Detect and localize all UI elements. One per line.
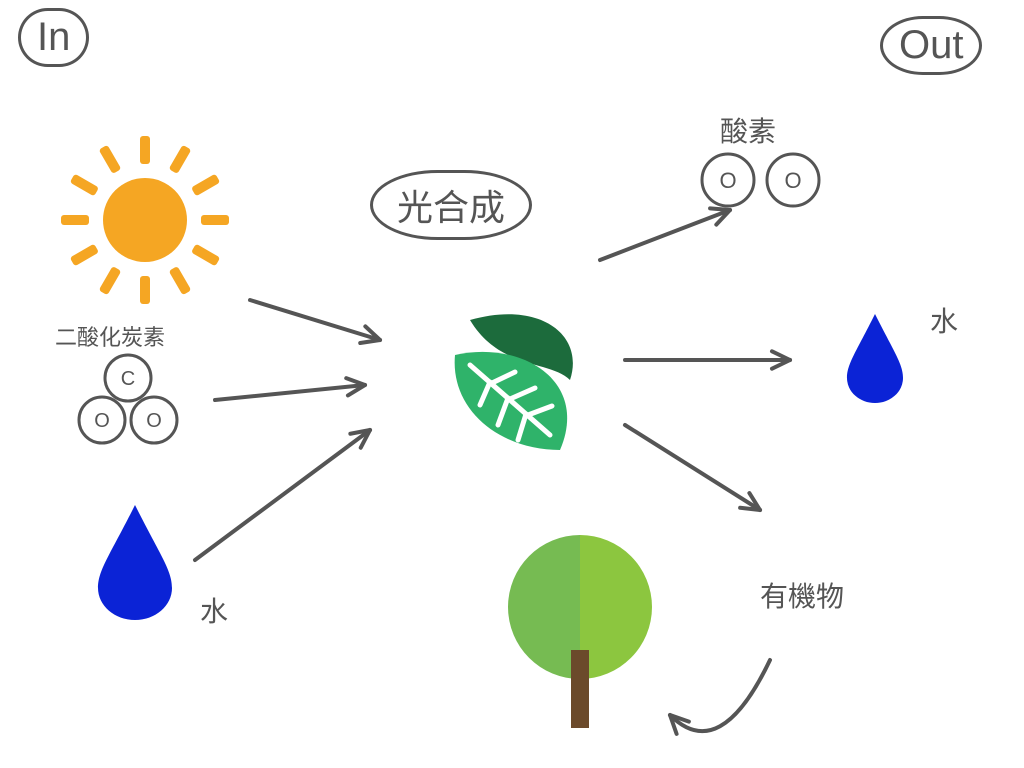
arrow-co2-to-leaf [215,378,365,400]
arrows-layer [0,0,1024,768]
arrow-organic-to-tree [670,660,770,734]
arrow-leaf-to-o2 [600,208,730,260]
arrow-leaf-to-tree [625,425,760,510]
arrow-leaf-to-water [625,351,790,368]
arrow-water-to-leaf [195,430,370,560]
arrow-sun-to-leaf [250,300,380,343]
diagram-canvas: In Out [0,0,1024,768]
